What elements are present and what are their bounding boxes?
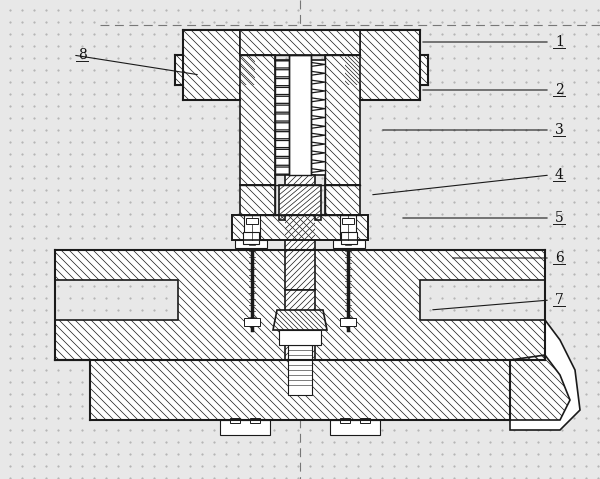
Bar — [288, 345, 312, 395]
Polygon shape — [232, 215, 368, 240]
Bar — [246, 218, 258, 224]
Polygon shape — [285, 175, 315, 290]
Polygon shape — [90, 360, 510, 420]
Bar — [235, 240, 267, 248]
Polygon shape — [175, 30, 255, 100]
Polygon shape — [285, 290, 315, 360]
Text: 1: 1 — [555, 35, 564, 49]
Bar — [333, 240, 365, 248]
Text: 5: 5 — [555, 211, 564, 225]
Text: 8: 8 — [78, 48, 87, 62]
Bar — [342, 218, 354, 224]
Polygon shape — [55, 250, 545, 360]
Text: 4: 4 — [555, 168, 564, 182]
Bar — [340, 418, 350, 423]
Polygon shape — [240, 185, 275, 215]
Polygon shape — [240, 55, 275, 185]
Bar — [341, 232, 357, 244]
Bar — [243, 232, 259, 244]
Bar — [289, 55, 311, 175]
Bar — [220, 420, 270, 435]
Bar — [340, 215, 356, 240]
Text: 2: 2 — [555, 83, 564, 97]
Bar — [279, 330, 321, 345]
Text: 6: 6 — [555, 251, 564, 265]
Polygon shape — [325, 55, 360, 185]
Polygon shape — [273, 310, 327, 330]
Bar — [275, 60, 325, 175]
Bar — [250, 418, 260, 423]
Polygon shape — [510, 320, 580, 430]
Bar — [340, 318, 356, 326]
Bar — [244, 215, 260, 240]
Bar — [330, 420, 380, 435]
Polygon shape — [279, 185, 321, 220]
Polygon shape — [325, 185, 360, 215]
Text: 3: 3 — [555, 123, 564, 137]
Polygon shape — [240, 30, 360, 55]
Text: 7: 7 — [555, 293, 564, 307]
Polygon shape — [345, 30, 428, 100]
Bar — [230, 418, 240, 423]
Bar — [360, 418, 370, 423]
Polygon shape — [510, 355, 570, 420]
Bar — [244, 318, 260, 326]
